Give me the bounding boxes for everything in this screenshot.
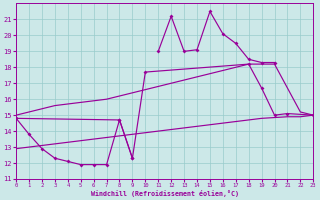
X-axis label: Windchill (Refroidissement éolien,°C): Windchill (Refroidissement éolien,°C): [91, 190, 239, 197]
